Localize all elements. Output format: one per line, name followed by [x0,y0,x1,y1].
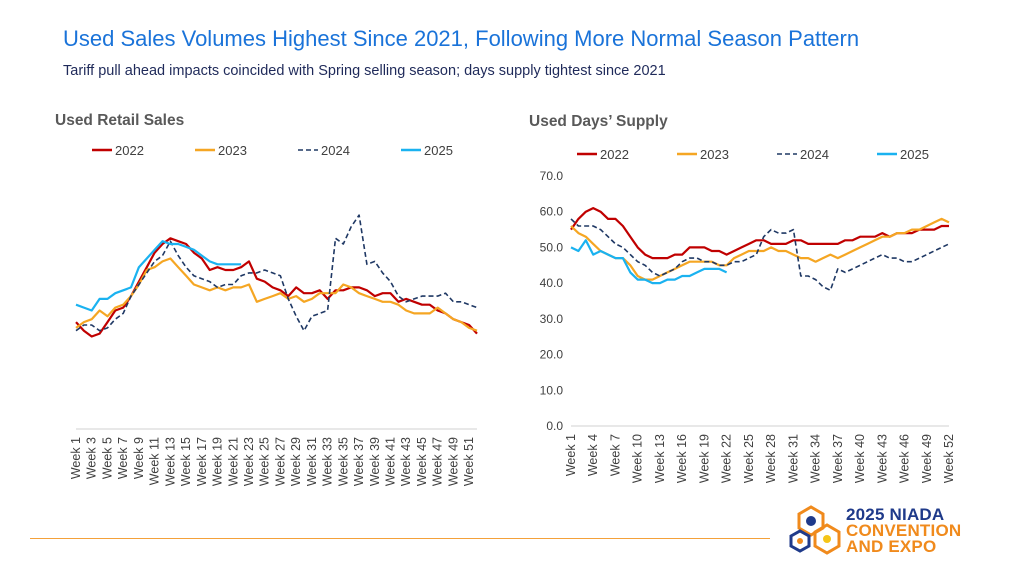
niada-logo-text: 2025 NIADA CONVENTION AND EXPO [846,505,962,556]
footer-divider [30,538,770,539]
series-line-2025 [75,240,242,312]
x-tick-label: Week 13 [653,434,667,483]
x-tick-label: Week 40 [853,434,867,483]
series-line-2024 [570,218,950,292]
x-tick-label: Week 34 [809,434,823,483]
x-tick-label: Week 43 [875,434,889,483]
legend-label-2022: 2022 [600,147,629,162]
x-tick-label: Week 37 [352,437,366,486]
x-tick-label: Week 46 [898,434,912,483]
legend-label-2024: 2024 [321,143,350,158]
x-tick-label: Week 45 [415,437,429,486]
x-tick-label: Week 19 [697,434,711,483]
y-tick-label: 60.0 [540,205,564,219]
x-tick-label: Week 49 [446,437,460,486]
slide-title: Used Sales Volumes Highest Since 2021, F… [63,26,860,51]
x-tick-label: Week 9 [132,437,146,479]
x-tick-label: Week 1 [564,434,578,476]
legend-label-2025: 2025 [900,147,929,162]
x-tick-label: Week 39 [368,437,382,486]
x-tick-label: Week 28 [764,434,778,483]
y-tick-label: 30.0 [540,312,564,326]
x-tick-label: Week 52 [942,434,956,483]
x-tick-label: Week 27 [273,437,287,486]
x-tick-label: Week 49 [920,434,934,483]
y-tick-label: 0.0 [546,419,563,433]
x-tick-label: Week 10 [631,434,645,483]
series-line-2023 [75,257,478,332]
x-tick-label: Week 33 [321,437,335,486]
x-tick-label: Week 29 [289,437,303,486]
x-tick-label: Week 37 [831,434,845,483]
x-tick-label: Week 23 [242,437,256,486]
x-tick-label: Week 35 [336,437,350,486]
x-tick-label: Week 25 [258,437,272,486]
y-tick-label: 40.0 [540,276,564,290]
x-tick-label: Week 47 [431,437,445,486]
y-tick-label: 20.0 [540,348,564,362]
x-tick-label: Week 17 [195,437,209,486]
x-tick-label: Week 5 [100,437,114,479]
legend-label-2024: 2024 [800,147,829,162]
series-line-2023 [570,217,950,281]
x-tick-label: Week 7 [116,437,130,479]
logo-line-3: AND EXPO [846,537,937,556]
right-chart-title: Used Days’ Supply [529,113,668,130]
x-tick-label: Week 43 [399,437,413,486]
x-tick-label: Week 4 [586,434,600,476]
x-tick-label: Week 31 [786,434,800,483]
x-tick-label: Week 3 [85,437,99,479]
legend-label-2023: 2023 [700,147,729,162]
x-tick-label: Week 21 [226,437,240,486]
x-tick-label: Week 16 [675,434,689,483]
x-tick-label: Week 11 [148,437,162,485]
slide-subtitle: Tariff pull ahead impacts coincided with… [63,63,666,79]
legend-label-2023: 2023 [218,143,247,158]
x-tick-label: Week 22 [720,434,734,483]
y-tick-label: 10.0 [540,383,564,397]
x-tick-label: Week 41 [384,437,398,486]
series-line-2024 [75,214,478,332]
left-chart-title: Used Retail Sales [55,112,185,129]
logo-line-2: CONVENTION [846,521,962,540]
x-tick-label: Week 15 [179,437,193,486]
series-line-2022 [570,207,949,260]
y-tick-label: 70.0 [540,169,564,183]
x-tick-label: Week 51 [462,437,476,486]
hexagon-molecule-icon [789,505,841,555]
x-tick-label: Week 7 [608,434,622,476]
y-tick-label: 50.0 [540,240,564,254]
legend-label-2025: 2025 [424,143,453,158]
x-tick-label: Week 1 [69,437,83,479]
x-tick-label: Week 13 [163,437,177,486]
logo-line-1: 2025 NIADA [846,505,945,524]
legend-label-2022: 2022 [115,143,144,158]
x-tick-label: Week 19 [211,437,225,486]
x-tick-label: Week 31 [305,437,319,486]
series-line-2025 [570,239,728,285]
x-tick-label: Week 25 [742,434,756,483]
